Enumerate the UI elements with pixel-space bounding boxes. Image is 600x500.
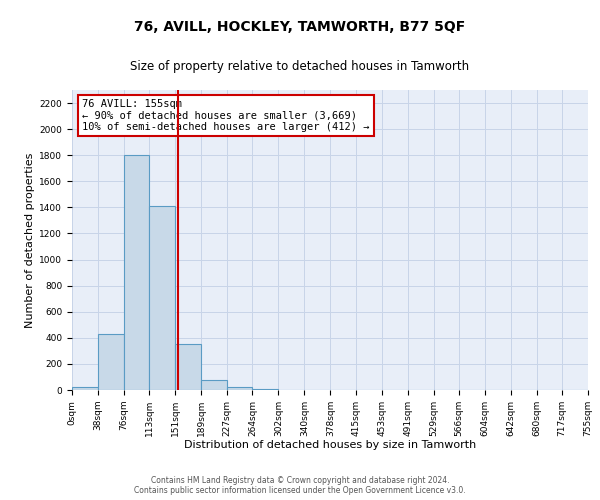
X-axis label: Distribution of detached houses by size in Tamworth: Distribution of detached houses by size … xyxy=(184,440,476,450)
Bar xyxy=(201,380,227,390)
Text: Contains public sector information licensed under the Open Government Licence v3: Contains public sector information licen… xyxy=(134,486,466,495)
Text: 76, AVILL, HOCKLEY, TAMWORTH, B77 5QF: 76, AVILL, HOCKLEY, TAMWORTH, B77 5QF xyxy=(134,20,466,34)
Bar xyxy=(72,388,98,390)
Y-axis label: Number of detached properties: Number of detached properties xyxy=(25,152,35,328)
Bar xyxy=(227,386,253,390)
Bar xyxy=(149,206,175,390)
Text: 76 AVILL: 155sqm
← 90% of detached houses are smaller (3,669)
10% of semi-detach: 76 AVILL: 155sqm ← 90% of detached house… xyxy=(82,99,370,132)
Bar xyxy=(124,155,149,390)
Bar xyxy=(98,334,124,390)
Bar xyxy=(175,344,201,390)
Text: Size of property relative to detached houses in Tamworth: Size of property relative to detached ho… xyxy=(130,60,470,73)
Text: Contains HM Land Registry data © Crown copyright and database right 2024.: Contains HM Land Registry data © Crown c… xyxy=(151,476,449,485)
